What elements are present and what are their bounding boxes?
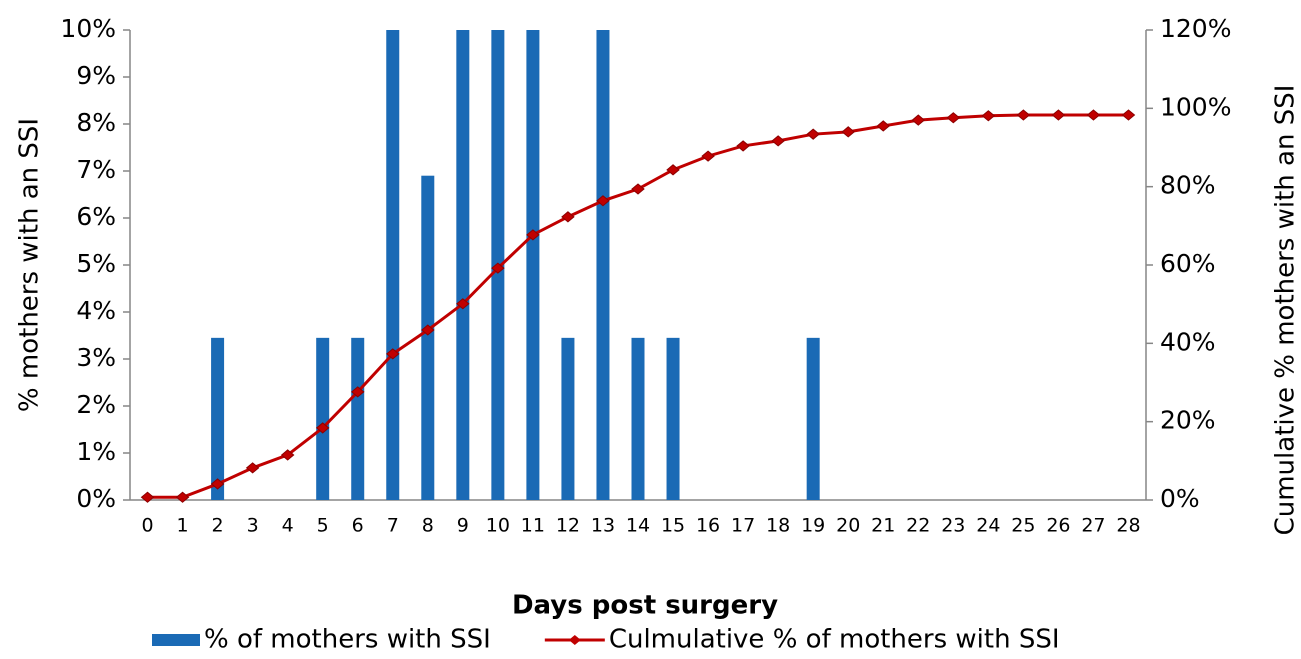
x-tick-label: 21	[871, 515, 895, 537]
marker	[456, 298, 470, 310]
y2-tick-label: 100%	[1160, 92, 1231, 121]
x-tick-label: 3	[247, 515, 259, 537]
bar	[806, 337, 820, 500]
y-tick-label: 9%	[76, 61, 116, 90]
marker	[385, 348, 400, 360]
marker	[1051, 109, 1066, 121]
y2-tick-label: 80%	[1160, 171, 1216, 200]
y-tick-label: 3%	[76, 343, 116, 372]
x-tick-label: 17	[731, 515, 755, 537]
legend-swatch	[152, 634, 200, 646]
x-tick-label: 4	[282, 515, 294, 537]
x-tick-label: 27	[1081, 515, 1105, 537]
y2-tick-label: 120%	[1160, 14, 1231, 43]
x-tick-label: 7	[387, 515, 399, 537]
x-tick-label: 15	[661, 515, 685, 537]
marker	[736, 140, 750, 152]
x-tick-label: 24	[976, 515, 1000, 537]
marker	[981, 110, 996, 122]
y2-tick-label: 0%	[1160, 484, 1200, 513]
y2-axis-title: Cumulative % mothers with an SSI	[1271, 85, 1301, 536]
legend-marker	[568, 635, 581, 645]
bar	[631, 337, 645, 500]
x-tick-label: 9	[457, 515, 469, 537]
x-tick-label: 16	[696, 515, 720, 537]
marker	[1016, 109, 1031, 121]
marker	[701, 150, 715, 162]
marker	[526, 229, 540, 241]
x-tick-label: 13	[591, 515, 615, 537]
plot-area	[211, 30, 820, 500]
x-tick-label: 1	[177, 515, 189, 537]
bar	[526, 30, 540, 500]
marker	[911, 114, 926, 126]
marker	[491, 262, 505, 274]
legend-label: % of mothers with SSI	[204, 625, 491, 655]
x-tick-label: 25	[1011, 515, 1035, 537]
y-tick-label: 7%	[76, 155, 116, 184]
x-tick-label: 20	[836, 515, 860, 537]
bar	[596, 30, 610, 500]
marker	[666, 164, 680, 176]
bar	[211, 337, 225, 500]
x-tick-label: 18	[766, 515, 790, 537]
marker	[315, 422, 330, 434]
marker	[841, 126, 855, 138]
x-tick-label: 23	[941, 515, 965, 537]
x-tick-label: 11	[521, 515, 545, 537]
bar	[456, 30, 470, 500]
y2-tick-label: 40%	[1160, 327, 1216, 356]
marker	[140, 491, 155, 503]
bar	[386, 30, 400, 500]
marker	[280, 449, 295, 461]
marker	[561, 211, 575, 223]
marker	[631, 183, 645, 195]
x-axis-title: Days post surgery	[512, 591, 778, 621]
y2-tick-label: 20%	[1160, 406, 1216, 435]
y-tick-label: 1%	[76, 437, 116, 466]
x-tick-label: 28	[1116, 515, 1140, 537]
x-tick-label: 22	[906, 515, 930, 537]
bar	[316, 337, 330, 500]
x-tick-label: 12	[556, 515, 580, 537]
marker	[1086, 109, 1101, 121]
x-tick-label: 0	[141, 515, 153, 537]
bar	[491, 30, 505, 500]
marker	[421, 324, 435, 336]
marker	[876, 120, 891, 132]
y-tick-label: 6%	[76, 202, 116, 231]
x-tick-label: 10	[486, 515, 510, 537]
y-tick-label: 10%	[60, 14, 116, 43]
y-axis-title: % mothers with an SSI	[15, 118, 45, 412]
bar	[421, 175, 435, 500]
marker	[946, 112, 961, 124]
y-tick-label: 4%	[76, 296, 116, 325]
x-tick-label: 5	[317, 515, 329, 537]
x-tick-label: 26	[1046, 515, 1070, 537]
y2-tick-label: 60%	[1160, 249, 1216, 278]
y-tick-label: 2%	[76, 390, 116, 419]
x-tick-label: 8	[422, 515, 434, 537]
y-tick-label: 5%	[76, 249, 116, 278]
marker	[596, 195, 610, 207]
x-tick-label: 6	[352, 515, 364, 537]
x-tick-label: 19	[801, 515, 825, 537]
x-tick-label: 14	[626, 515, 650, 537]
marker	[245, 462, 260, 474]
marker	[210, 478, 225, 490]
legend-label: Culmulative % of mothers with SSI	[609, 625, 1060, 655]
marker	[806, 128, 820, 140]
bar	[351, 337, 365, 500]
bar	[666, 337, 680, 500]
x-tick-label: 2	[212, 515, 224, 537]
marker	[1121, 109, 1136, 121]
bar	[561, 337, 575, 500]
marker	[771, 135, 785, 147]
y-tick-label: 0%	[76, 484, 116, 513]
marker	[175, 491, 190, 503]
y-tick-label: 8%	[76, 108, 116, 137]
marker	[350, 386, 365, 398]
